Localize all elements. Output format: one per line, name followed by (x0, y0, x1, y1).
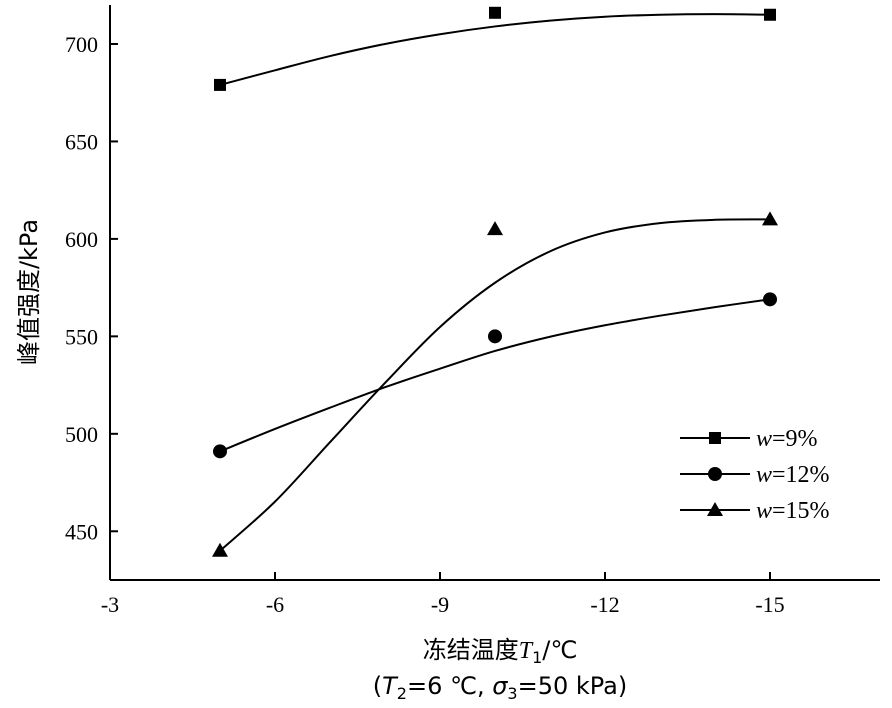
data-point-square (214, 78, 226, 91)
x-axis-note-open: ( (373, 672, 382, 700)
legend-label-rest: =9% (772, 426, 818, 452)
x-axis-title-var: T (519, 638, 534, 664)
legend-marker-square (709, 432, 721, 444)
y-tick-label: 600 (65, 227, 98, 252)
x-axis-note-sub2: 3 (507, 684, 517, 703)
x-axis-note-var1: T (382, 672, 399, 700)
series-line-circle (219, 298, 771, 453)
x-tick-label: -3 (101, 592, 119, 617)
legend-marker-circle (708, 467, 722, 481)
x-axis-note-sub1: 2 (397, 684, 407, 703)
x-tick-label: -9 (431, 592, 449, 617)
y-tick-label: 550 (65, 324, 98, 349)
fit-lines (219, 13, 771, 552)
x-tick-label: -15 (755, 592, 784, 617)
x-axis-title-unit: /℃ (542, 636, 577, 664)
legend: w=9%w=12%w=15% (680, 426, 830, 524)
x-ticks: -3 -6 -9 -12 -15 (101, 572, 785, 617)
legend-item: w=9% (680, 426, 818, 452)
series-line-square (219, 13, 771, 86)
data-point-circle (213, 444, 227, 459)
legend-item: w=15% (680, 498, 830, 524)
x-axis-note: (T2=6 ℃, σ3=50 kPa) (373, 672, 628, 703)
x-axis-note-var2: σ (492, 672, 508, 700)
legend-label: w=12% (756, 462, 830, 488)
data-point-triangle (487, 221, 503, 236)
data-point-triangle (212, 542, 228, 557)
y-tick-label: 450 (65, 519, 98, 544)
legend-label-rest: =15% (772, 498, 830, 524)
data-point-square (764, 8, 776, 21)
axes (109, 5, 880, 581)
y-ticks: 450 500 550 600 650 700 (65, 32, 118, 544)
legend-label-var: w (756, 426, 772, 452)
legend-label: w=15% (756, 498, 830, 524)
legend-label: w=9% (756, 426, 818, 452)
y-tick-label: 700 (65, 32, 98, 57)
data-point-circle (763, 292, 777, 307)
x-axis-note-val1: =6 ℃, (407, 672, 492, 700)
series-line-triangle (219, 218, 771, 552)
legend-label-var: w (756, 498, 772, 524)
y-axis-title: 峰值强度/kPa (15, 219, 43, 365)
y-axis-title-text: 峰值强度/kPa (15, 219, 43, 365)
data-point-square (489, 6, 501, 19)
x-axis-title-main: 冻结温度 (423, 636, 519, 664)
x-axis-title-sub: 1 (532, 648, 542, 667)
legend-label-var: w (756, 462, 772, 488)
data-point-circle (488, 329, 502, 344)
x-tick-label: -6 (266, 592, 284, 617)
x-axis-note-val2: =50 kPa) (518, 672, 628, 700)
data-point-triangle (762, 211, 778, 226)
y-tick-label: 650 (65, 129, 98, 154)
markers (212, 6, 778, 557)
legend-item: w=12% (680, 462, 830, 488)
y-tick-label: 500 (65, 422, 98, 447)
x-axis-title: 冻结温度T1/℃ (423, 636, 578, 667)
legend-marker-triangle (707, 502, 723, 516)
legend-label-rest: =12% (772, 462, 830, 488)
x-tick-label: -12 (590, 592, 619, 617)
